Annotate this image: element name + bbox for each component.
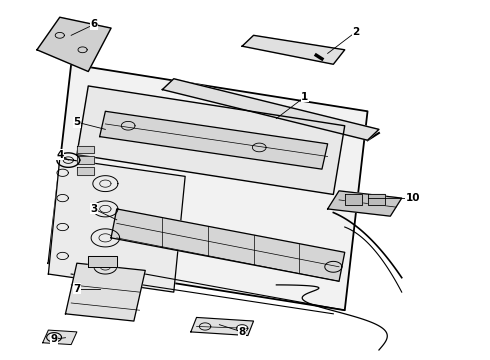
Polygon shape bbox=[368, 194, 385, 205]
Polygon shape bbox=[77, 167, 94, 175]
Polygon shape bbox=[328, 191, 402, 216]
Polygon shape bbox=[77, 146, 94, 153]
Polygon shape bbox=[37, 17, 111, 72]
Polygon shape bbox=[99, 111, 328, 169]
Text: 1: 1 bbox=[301, 92, 309, 102]
Polygon shape bbox=[345, 194, 362, 205]
Text: 7: 7 bbox=[73, 284, 80, 293]
Polygon shape bbox=[191, 318, 253, 336]
Text: 10: 10 bbox=[406, 193, 420, 203]
Polygon shape bbox=[111, 209, 345, 281]
Text: 8: 8 bbox=[239, 327, 246, 337]
Polygon shape bbox=[49, 158, 185, 292]
Text: 2: 2 bbox=[352, 27, 360, 37]
Polygon shape bbox=[88, 256, 117, 267]
Polygon shape bbox=[162, 79, 379, 140]
Text: 6: 6 bbox=[90, 19, 98, 30]
Polygon shape bbox=[77, 157, 94, 164]
Polygon shape bbox=[77, 86, 345, 194]
Text: 4: 4 bbox=[56, 150, 64, 160]
Polygon shape bbox=[49, 64, 368, 310]
Polygon shape bbox=[242, 35, 345, 64]
Polygon shape bbox=[43, 330, 77, 345]
Polygon shape bbox=[66, 263, 145, 321]
Text: 3: 3 bbox=[90, 204, 98, 214]
Text: 9: 9 bbox=[50, 334, 58, 344]
Text: 5: 5 bbox=[73, 117, 80, 127]
